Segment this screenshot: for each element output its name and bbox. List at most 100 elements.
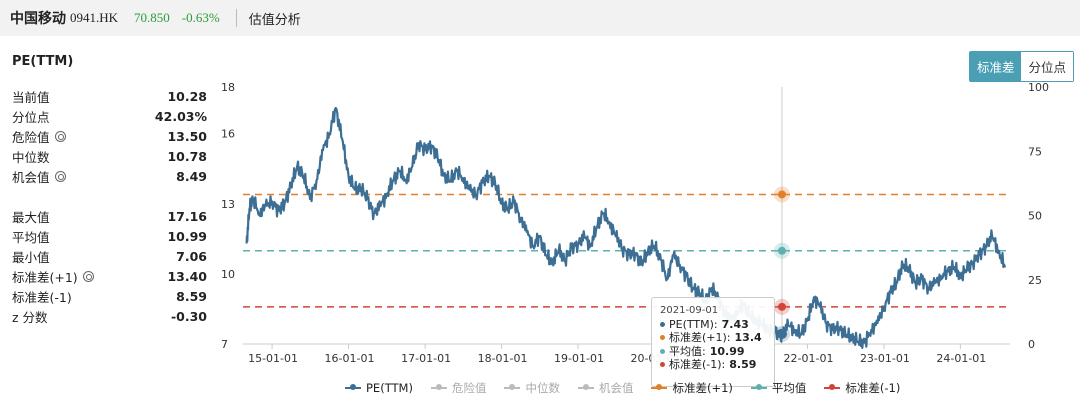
metric-label-text: 平均值 xyxy=(12,229,50,245)
metric-row: 机会值 8.49 xyxy=(12,166,207,186)
highlight-marker xyxy=(777,246,786,255)
header-bar: 中国移动 0941.HK 70.850 -0.63% 估值分析 xyxy=(0,0,1080,36)
legend-label: 标准差(-1) xyxy=(845,381,901,395)
legend-item[interactable]: 标准差(-1) xyxy=(824,380,900,396)
y-left-tick-label: 7 xyxy=(221,338,228,351)
y-right-tick-label: 75 xyxy=(1028,145,1042,158)
tooltip-value: 7.43 xyxy=(721,317,749,331)
legend-marker-icon xyxy=(430,384,447,390)
stock-price: 70.850 xyxy=(134,10,170,25)
metric-value: 10.28 xyxy=(167,88,207,104)
legend-marker-icon xyxy=(577,384,594,390)
metric-label-text: z 分数 xyxy=(12,309,48,325)
metric-label: 当前值 xyxy=(12,87,50,106)
x-tick-label: 17-01-01 xyxy=(401,352,451,365)
x-tick-label: 24-01-01 xyxy=(936,352,986,365)
metric-label: 标准差(-1) xyxy=(12,287,72,306)
highlight-marker xyxy=(777,302,786,311)
legend-item[interactable]: 机会值 xyxy=(577,380,633,396)
pe-series-line xyxy=(245,106,1007,349)
metric-label-text: 危险值 xyxy=(12,129,50,145)
metric-row: 平均值 10.99 xyxy=(12,226,207,246)
metric-label-text: 标准差(+1) xyxy=(12,269,78,285)
tooltip-label: 标准差(+1): xyxy=(669,331,731,344)
y-right-tick-label: 100 xyxy=(1028,81,1049,94)
metric-row: 分位点 42.03% xyxy=(12,106,207,126)
metric-label-text: 中位数 xyxy=(12,149,50,165)
metric-row: 最大值 17.16 xyxy=(12,206,207,226)
metric-value: 7.06 xyxy=(176,248,207,264)
y-left-tick-label: 18 xyxy=(221,81,235,94)
tooltip-dot xyxy=(660,362,665,368)
chart-tooltip: 2021-09-01 PE(TTM): 7.43 标准差(+1): 13.4 平均值: 1… xyxy=(651,297,775,387)
stock-change: -0.63% xyxy=(181,10,220,25)
metric-value: 17.16 xyxy=(167,208,207,224)
pe-chart[interactable]: 7 10 13 16 18 0 25 50 75 100 15-01-01 16-01-01 17-01… xyxy=(0,38,1080,403)
toggle-percentile-button[interactable]: 分位点 xyxy=(1021,52,1073,81)
tooltip-value: 8.59 xyxy=(729,358,757,371)
tooltip-dot xyxy=(660,321,665,327)
legend-marker-icon xyxy=(504,384,521,390)
y-right-tick-label: 25 xyxy=(1028,274,1042,287)
legend-marker-icon xyxy=(824,384,841,390)
metric-value: 42.03% xyxy=(154,108,207,124)
valuation-panel: PE(TTM) 标准差 分位点 当前值 10.28 分位点 42.03% 危险值 13.5… xyxy=(0,38,1080,403)
metric-label-text: 最小值 xyxy=(12,249,50,265)
tooltip-label: 平均值: xyxy=(669,344,706,358)
legend-item[interactable]: 中位数 xyxy=(504,380,560,396)
metric-value: 10.78 xyxy=(167,148,207,164)
metric-value: 10.99 xyxy=(167,228,207,244)
metric-value: -0.30 xyxy=(170,308,207,324)
x-tick-label: 16-01-01 xyxy=(325,352,375,365)
metric-label-text: 标准差(-1) xyxy=(12,289,72,305)
gear-icon[interactable] xyxy=(54,130,66,142)
metrics-list: 当前值 10.28 分位点 42.03% 危险值 13.50 中位数 10.78 机会值 8.49… xyxy=(12,86,207,326)
legend-item[interactable]: 危险值 xyxy=(430,380,487,396)
legend-marker-icon xyxy=(750,384,767,390)
mode-toggle: 标准差 分位点 xyxy=(968,51,1074,82)
tooltip-value: 10.99 xyxy=(709,344,745,358)
y-left-tick-label: 13 xyxy=(221,198,235,211)
toggle-std-button[interactable]: 标准差 xyxy=(969,52,1022,81)
y-right-tick-label: 50 xyxy=(1028,210,1042,223)
metric-value: 8.49 xyxy=(176,168,207,184)
tooltip-row: 标准差(-1): 8.59 xyxy=(660,358,766,372)
gear-icon[interactable] xyxy=(82,270,94,282)
y-right-tick-label: 0 xyxy=(1028,338,1035,351)
highlight-marker xyxy=(777,190,786,199)
legend-label: PE(TTM) xyxy=(366,381,413,395)
y-left-tick-label: 10 xyxy=(221,268,235,281)
metric-label: 最小值 xyxy=(12,247,50,266)
x-tick-label: 23-01-01 xyxy=(860,352,910,365)
metric-value: 13.50 xyxy=(167,128,207,144)
x-tick-label: 18-01-01 xyxy=(478,352,528,365)
metric-label: 最大值 xyxy=(12,207,50,226)
x-tick-label: 15-01-01 xyxy=(248,352,298,365)
legend-item[interactable]: PE(TTM) xyxy=(345,381,413,395)
metric-title: PE(TTM) xyxy=(12,54,74,69)
chart-legend: PE(TTM) 危险值 中位数 机会值 标准差(+1) 平均值 标准差(-1) xyxy=(345,380,900,396)
legend-label: 中位数 xyxy=(525,381,560,395)
metric-label: 平均值 xyxy=(12,227,50,246)
stock-name: 中国移动 xyxy=(10,11,66,27)
metric-label: 中位数 xyxy=(12,147,50,166)
metric-row: 危险值 13.50 xyxy=(12,126,207,146)
metric-row: 最小值 7.06 xyxy=(12,246,207,266)
tooltip-date: 2021-09-01 xyxy=(660,305,719,316)
legend-label: 危险值 xyxy=(451,381,487,395)
metric-label-text: 机会值 xyxy=(12,169,50,185)
pe-highlight-marker xyxy=(776,328,787,339)
metric-label: z 分数 xyxy=(12,307,48,326)
legend-item[interactable]: 标准差(+1) xyxy=(651,380,733,396)
tooltip-row: 平均值: 10.99 xyxy=(660,345,766,359)
legend-marker-icon xyxy=(345,384,361,390)
tooltip-label: PE(TTM): xyxy=(669,317,718,331)
gear-icon[interactable] xyxy=(54,170,66,182)
legend-item[interactable]: 平均值 xyxy=(750,380,806,396)
metric-label: 危险值 xyxy=(12,127,66,146)
metric-row: z 分数 -0.30 xyxy=(12,306,207,326)
metric-row: 标准差(-1) 8.59 xyxy=(12,286,207,306)
header-divider xyxy=(235,9,237,27)
tooltip-label: 标准差(-1): xyxy=(669,358,726,371)
metric-label: 分位点 xyxy=(12,107,50,126)
